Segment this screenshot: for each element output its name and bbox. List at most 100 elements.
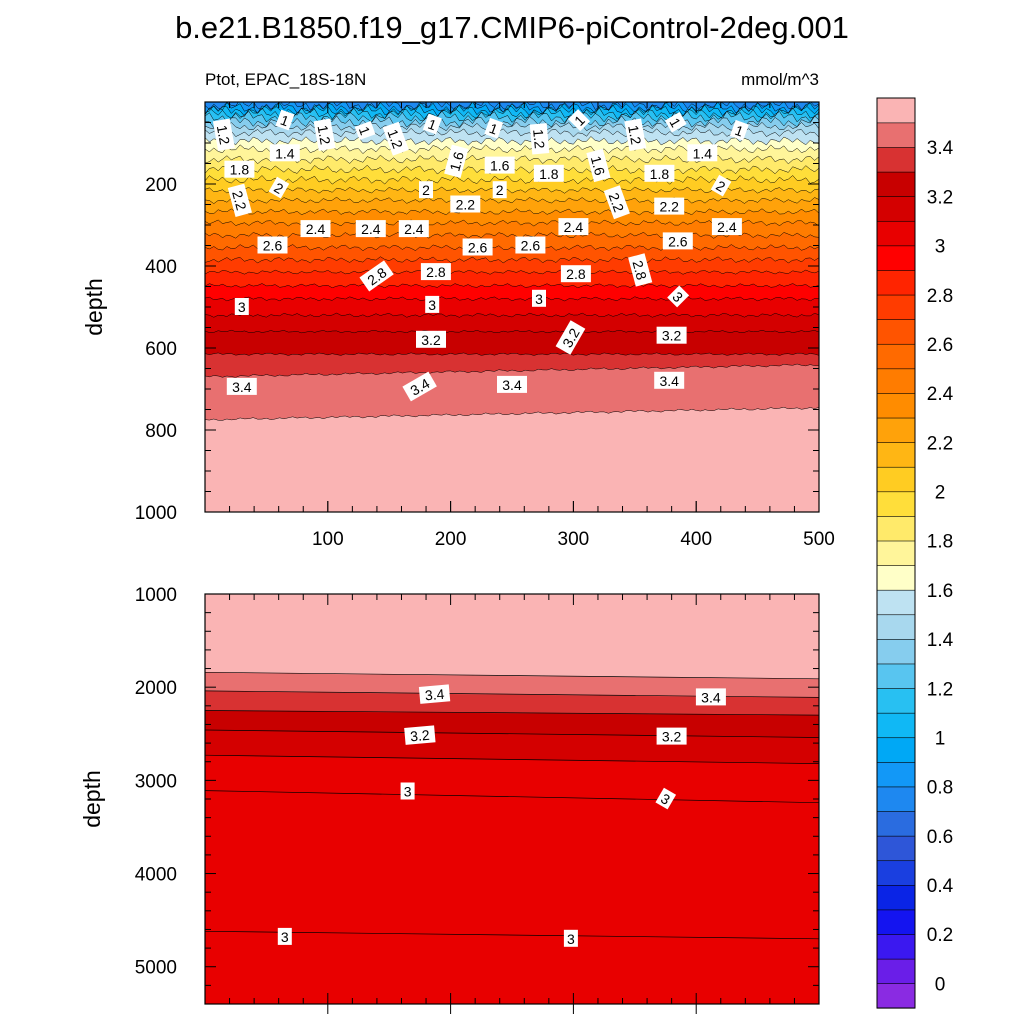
contour-label-text: 3 (404, 784, 412, 800)
colorbar-tick-label: 3.2 (927, 187, 953, 208)
contour-label-box (227, 183, 252, 217)
colorbar-swatch (876, 220, 916, 247)
contour-label: 2.8 (420, 263, 451, 281)
contour-label-box (656, 326, 687, 344)
colorbar-swatch (876, 614, 916, 640)
lower-panel: 1000 2000 3000 4000 5000 3.4 3.4 3.2 3.2 3 3 3 3 de… (79, 585, 820, 1014)
colorbar-swatch (876, 786, 916, 812)
contour-label: 1 (275, 109, 295, 131)
contour-label: 2.6 (462, 238, 493, 256)
contour-label-box (664, 111, 687, 133)
contour-label-box (624, 118, 647, 151)
contour-label-text: 3.4 (232, 379, 252, 395)
contour-label: 3 (425, 295, 440, 313)
contour-label-box (257, 236, 288, 254)
colorbar-swatch (876, 761, 916, 788)
colorbar-swatch (876, 860, 916, 886)
contour-label: 3 (667, 285, 690, 308)
contour-label-box (444, 144, 469, 178)
y-tick-label: 5000 (135, 958, 177, 979)
y-tick-label: 400 (145, 257, 177, 278)
contour-label-text: 3.2 (421, 332, 441, 348)
upper-contour-line (205, 329, 819, 334)
contour-label: 2 (268, 176, 290, 199)
contour-label: 2.2 (450, 195, 481, 213)
colorbar-swatch (876, 810, 916, 837)
contour-label: 1.2 (529, 123, 550, 155)
colorbar-tick-label: 1.2 (927, 679, 953, 700)
contour-label: 1 (354, 121, 376, 141)
contour-label-text: 1.6 (588, 154, 609, 177)
upper-contour-line (205, 296, 819, 302)
contour-label-text: 1.8 (230, 162, 250, 178)
upper-contour-line (205, 110, 819, 124)
contour-label-box (654, 371, 685, 389)
contour-label: 3.2 (404, 725, 436, 745)
contour-label-box (277, 927, 292, 945)
contour-label-box (313, 118, 336, 151)
upper-contour-line (205, 127, 819, 138)
y-tick-label: 4000 (135, 865, 177, 886)
colorbar-tick-label: 0.2 (927, 925, 953, 946)
colorbar-swatch (876, 442, 916, 468)
contour-label: 2.2 (227, 183, 252, 217)
contour-label-text: 2.6 (468, 240, 488, 256)
contour-label-box (425, 295, 440, 313)
contour-label-box (532, 289, 546, 307)
upper-contour-line (205, 102, 819, 115)
x-tick-label: 500 (803, 529, 835, 550)
y-tick-label: 800 (145, 421, 177, 442)
upper-axis-ticks: 100 200 300 400 500 200 400 600 800 1000 (135, 102, 835, 550)
contour-label-text: 1.2 (625, 124, 644, 146)
contour-label-text: 3.4 (701, 689, 721, 705)
contour-label: 2.6 (515, 236, 546, 254)
colorbar-tick-label: 2.2 (927, 433, 953, 454)
contour-label-box (586, 148, 611, 183)
colorbar-swatch (876, 589, 916, 616)
contour-label-box (224, 160, 255, 178)
contour-label: 1.8 (533, 164, 564, 182)
x-tick-label: 200 (435, 529, 467, 550)
contour-label-box (497, 375, 527, 393)
contour-label-box (450, 195, 481, 213)
contour-label: 2.8 (628, 253, 653, 287)
lower-axis-ticks: 1000 2000 3000 4000 5000 (135, 585, 819, 1014)
contour-label-text: 2.2 (659, 199, 679, 215)
upper-contour-line (205, 406, 819, 421)
contour-label: 2.6 (662, 232, 693, 250)
contour-label-text: 2.2 (229, 189, 250, 212)
contour-label-text: 3 (567, 931, 575, 947)
colorbar-swatch (876, 245, 916, 271)
colorbar-tick-label: 1.4 (927, 630, 954, 651)
y-tick-label: 600 (145, 339, 177, 360)
contour-label-box (419, 181, 433, 199)
contour-label: 1.6 (586, 148, 611, 183)
upper-contour-line (205, 256, 819, 264)
contour-label: 1.4 (687, 144, 718, 162)
colorbar-tick-label: 0.8 (927, 778, 953, 799)
contour-label-text: 2 (422, 182, 430, 198)
colorbar-swatch (876, 835, 916, 862)
upper-contour-line (205, 312, 819, 318)
contour-label-box (654, 197, 685, 215)
colorbar-swatch (876, 122, 916, 148)
contour-label: 1.6 (484, 156, 515, 174)
contour-label-box (644, 164, 675, 182)
contour-label: 1.8 (224, 160, 255, 178)
y-tick-label: 1000 (135, 503, 177, 524)
contour-label-text: 3 (238, 299, 246, 315)
lower-contour-labels: 3.4 3.4 3.2 3.2 3 3 3 3 (277, 684, 726, 947)
upper-contour-line (205, 103, 819, 117)
contour-label: 2.6 (257, 236, 288, 254)
colorbar-swatch (876, 466, 916, 493)
contour-label-box (515, 236, 546, 254)
colorbar-swatch (876, 319, 916, 345)
colorbar-swatch (876, 663, 916, 689)
contour-label-box (563, 929, 578, 947)
colorbar-swatch (876, 491, 916, 517)
colorbar-swatch (876, 392, 916, 419)
contour-label-box (695, 688, 726, 706)
contour-label: 1 (729, 119, 749, 141)
colorbar-swatch (876, 146, 916, 173)
